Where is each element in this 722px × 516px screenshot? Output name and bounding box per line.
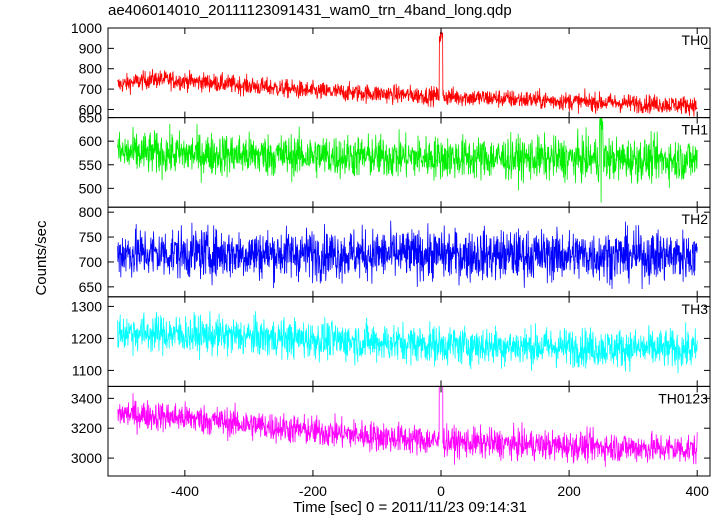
y-axis-label: Counts/sec [33, 220, 50, 296]
y-tick-label: 650 [79, 279, 103, 295]
y-tick-label: 550 [79, 157, 103, 173]
y-tick-label: 500 [79, 180, 103, 196]
panel-th1: 500 550 600 650 TH1 [79, 110, 711, 208]
panel-frame [107, 385, 711, 477]
panel-label-th0: TH0 [682, 32, 709, 48]
y-tick-label: 3000 [71, 450, 102, 466]
panel-label-th2: TH2 [682, 211, 709, 227]
series-line-th2 [117, 220, 698, 290]
panel-th0123: 3000 3200 3400 TH0123 [71, 385, 711, 477]
panel-th3: 1100 1200 1300 TH3 [71, 296, 711, 387]
y-tick-label: 800 [79, 204, 103, 220]
panel-label-th3: TH3 [682, 301, 709, 317]
y-tick-label: 1000 [71, 20, 102, 36]
panel-th0: 600 700 800 900 1000 TH0 [71, 20, 711, 119]
series-line-th3 [117, 311, 698, 374]
y-tick-label: 1200 [71, 330, 102, 346]
y-tick-label: 700 [79, 81, 103, 97]
y-tick-label: 3200 [71, 420, 102, 436]
y-tick-label: 600 [79, 133, 103, 149]
y-tick-label: 3400 [71, 390, 102, 406]
x-tick-label: -400 [171, 483, 199, 499]
x-tick-label: -200 [299, 483, 327, 499]
y-tick-label: 1300 [71, 298, 102, 314]
y-tick-label: 700 [79, 254, 103, 270]
chart-title: ae406014010_20111123091431_wam0_trn_4ban… [108, 2, 512, 19]
panel-label-th0123: TH0123 [658, 390, 708, 406]
x-tick-label: 0 [437, 483, 445, 499]
y-tick-label: 900 [79, 40, 103, 56]
y-tick-label: 750 [79, 229, 103, 245]
panel-th2: 650 700 750 800 TH2 [79, 204, 711, 298]
x-axis-label: Time [sec] 0 = 2011/11/23 09:14:31 [293, 499, 527, 516]
x-tick-label: 400 [686, 483, 710, 499]
series-line-th1 [117, 117, 698, 203]
y-tick-label: 1100 [72, 362, 102, 378]
y-tick-label: 800 [79, 61, 103, 77]
series-line-th0 [117, 28, 698, 117]
x-tick-label: 200 [557, 483, 581, 499]
y-tick-label: 600 [79, 101, 103, 117]
panel-label-th1: TH1 [682, 122, 709, 138]
x-axis: -400 -200 0 200 400 [171, 483, 709, 499]
series-line-th0123 [117, 386, 698, 467]
y-tick-label: 650 [79, 110, 103, 126]
panels-group: 6007008009001000TH0500550600650TH1650700… [71, 20, 711, 477]
